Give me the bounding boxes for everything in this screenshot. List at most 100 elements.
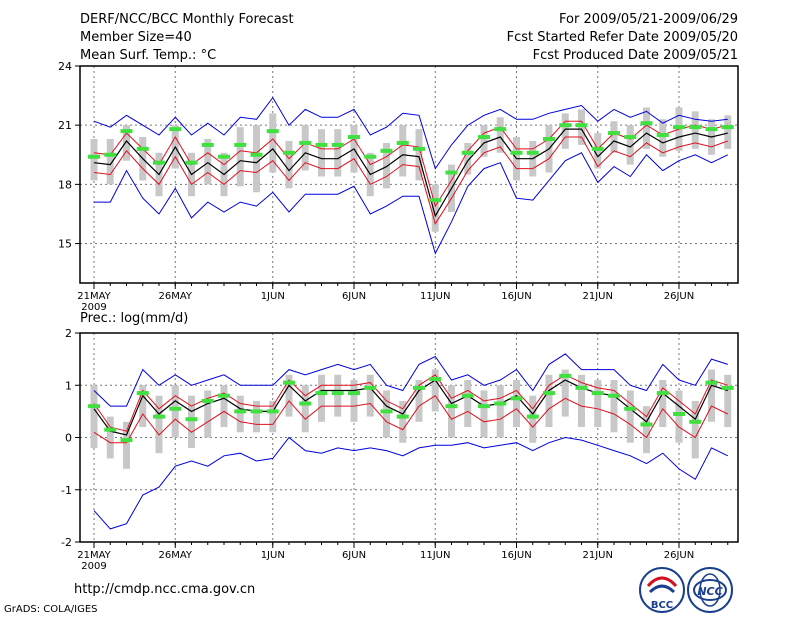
- prec-observed-marker: [348, 391, 360, 396]
- prec-ensemble-box: [155, 395, 163, 454]
- prec-ensemble-box: [594, 380, 602, 428]
- prec-ensemble-box: [448, 385, 455, 438]
- temp-upper-inner-line: [93, 120, 728, 208]
- temp-mean-line: [93, 128, 728, 218]
- temp-ensemble-box: [496, 117, 504, 153]
- temp-xtick-label: 1JUN: [261, 291, 285, 302]
- prec-ensemble-box: [626, 390, 634, 443]
- temp-ensemble-box: [334, 129, 342, 177]
- temp-ensemble-box: [123, 125, 130, 161]
- prec-xtick-label: 16JUN: [501, 550, 531, 561]
- prec-ensemble-box: [350, 380, 358, 422]
- prec-xtick-label: 1JUN: [261, 550, 285, 561]
- temp-ensemble-box: [285, 140, 293, 189]
- temp-observed-marker: [201, 142, 214, 147]
- temp-observed-marker: [218, 154, 230, 159]
- temp-ensemble-box: [464, 142, 472, 175]
- temp-observed-marker: [364, 154, 377, 159]
- temp-observed-marker: [705, 127, 718, 132]
- source-url[interactable]: http://cmdp.ncc.cma.gov.cn: [74, 582, 256, 597]
- prec-ensemble-box: [383, 390, 390, 438]
- prec-ensemble-box: [708, 369, 715, 422]
- prec-ensemble-box: [464, 380, 472, 428]
- prec-xtick-year-label: 2009: [81, 561, 106, 572]
- prec-observed-marker: [283, 380, 295, 385]
- temp-observed-marker: [543, 136, 555, 141]
- temp-observed-marker: [721, 125, 734, 130]
- prec-ensemble-box: [301, 385, 309, 433]
- temp-observed-marker: [234, 142, 247, 147]
- prec-observed-marker: [396, 414, 409, 419]
- temp-xtick-label: 16JUN: [501, 291, 531, 302]
- prec-upper-inner-line: [93, 374, 728, 432]
- forecast-period: For 2009/05/21-2009/06/29: [559, 12, 738, 27]
- temp-observed-marker: [559, 123, 572, 128]
- temp-observed-marker: [526, 150, 539, 155]
- temp-ensemble-box: [253, 125, 260, 193]
- temp-upper-outer-line: [93, 96, 728, 170]
- temp-observed-marker: [494, 127, 507, 132]
- prec-observed-marker: [120, 438, 133, 443]
- prec-observed-marker: [559, 373, 572, 378]
- prec-ensemble-box: [269, 400, 277, 433]
- temp-ytick-label: 15: [58, 238, 72, 251]
- temp-observed-marker: [250, 152, 263, 157]
- prec-ensemble-box: [675, 390, 683, 443]
- fcst-started-date: Fcst Started Refer Date 2009/05/20: [506, 30, 738, 45]
- prec-ensemble-box: [431, 369, 439, 412]
- temp-observed-marker: [283, 150, 295, 155]
- prec-xtick-label: 26MAY: [158, 550, 192, 561]
- prec-xtick-label: 21MAY: [77, 550, 111, 561]
- prec-observed-marker: [673, 411, 685, 416]
- prec-ytick-label: 1: [65, 379, 72, 392]
- temp-lower-outer-line: [94, 152, 729, 255]
- temp-observed-marker: [591, 146, 604, 151]
- prec-ensemble-box: [529, 395, 537, 443]
- prec-ensemble-box: [480, 390, 488, 438]
- temp-observed-marker: [413, 146, 425, 151]
- temp-observed-marker: [640, 121, 653, 126]
- temp-ensemble-box: [90, 138, 98, 181]
- prec-ensemble-box: [513, 380, 520, 428]
- temp-ensemble-box: [691, 111, 699, 149]
- temp-observed-marker: [380, 148, 393, 153]
- prec-ensemble-box: [724, 374, 732, 428]
- prec-observed-marker: [299, 401, 312, 406]
- prec-ensemble-box: [643, 406, 650, 454]
- prec-observed-marker: [510, 396, 523, 401]
- temp-observed-marker: [396, 140, 409, 145]
- temp-observed-marker: [445, 170, 458, 175]
- temp-xtick-year-label: 2009: [81, 302, 106, 313]
- prec-ensemble-box: [545, 374, 553, 428]
- prec-ensemble-box: [610, 380, 618, 433]
- temp-xtick-label: 21MAY: [77, 291, 111, 302]
- bcc-logo-text: BCC: [651, 600, 673, 611]
- prec-observed-marker: [169, 406, 182, 411]
- prec-observed-marker: [331, 391, 344, 396]
- temp-observed-marker: [266, 129, 279, 134]
- temp-ensemble-box: [561, 113, 569, 149]
- prec-observed-marker: [640, 422, 653, 427]
- prec-observed-marker: [575, 385, 588, 390]
- prec-observed-marker: [364, 385, 377, 390]
- temp-ensemble-box: [236, 127, 244, 187]
- prec-observed-marker: [624, 406, 637, 411]
- prec-ytick-label: 2: [65, 327, 72, 340]
- chart-title: DERF/NCC/BCC Monthly Forecast: [80, 12, 294, 27]
- temp-xtick-label: 6JUN: [342, 291, 366, 302]
- prec-ensemble-box: [318, 374, 325, 422]
- prec-observed-marker: [201, 398, 214, 403]
- prec-ensemble-box: [253, 400, 260, 433]
- temp-observed-marker: [673, 125, 685, 130]
- prec-ensemble-box: [106, 416, 114, 459]
- temp-xtick-label: 11JUN: [420, 291, 450, 302]
- precip-title: Prec.: log(mm/d): [80, 311, 188, 326]
- temp-ensemble-box: [204, 138, 212, 185]
- temp-observed-marker: [575, 123, 588, 128]
- prec-observed-marker: [266, 409, 279, 414]
- ncc-logo-text: NCC: [697, 585, 722, 598]
- temp-observed-marker: [461, 150, 474, 155]
- temp-observed-marker: [88, 154, 100, 159]
- prec-observed-marker: [136, 391, 149, 396]
